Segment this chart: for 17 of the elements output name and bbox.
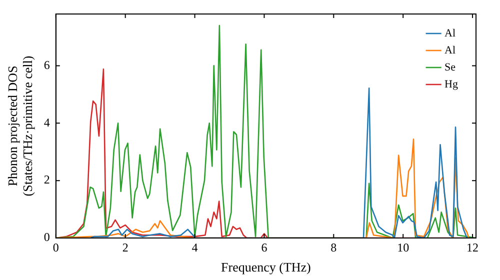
x-tick-label: 4 xyxy=(192,240,198,254)
legend-label: Hg xyxy=(444,78,458,90)
x-tick-label: 8 xyxy=(330,240,337,254)
y-tick-label: 2 xyxy=(44,172,50,187)
x-tick-label: 6 xyxy=(261,240,268,254)
y-axis-title: Phonon projected DOS (States/THz·primitive cell) xyxy=(4,56,35,196)
legend-label: Se xyxy=(444,61,456,74)
x-axis-title: Frequency (THz) xyxy=(221,260,311,275)
x-tick-label: 2 xyxy=(122,240,128,254)
y-tick-label: 0 xyxy=(44,230,50,244)
y-tick-label: 6 xyxy=(44,58,50,72)
legend-label: Al xyxy=(444,44,456,56)
legend-label: Al xyxy=(444,27,456,40)
y-tick-label: 4 xyxy=(44,115,50,130)
x-tick-label: 12 xyxy=(466,240,479,254)
x-tick-label: 10 xyxy=(397,240,410,254)
x-tick-label: 0 xyxy=(52,240,59,254)
